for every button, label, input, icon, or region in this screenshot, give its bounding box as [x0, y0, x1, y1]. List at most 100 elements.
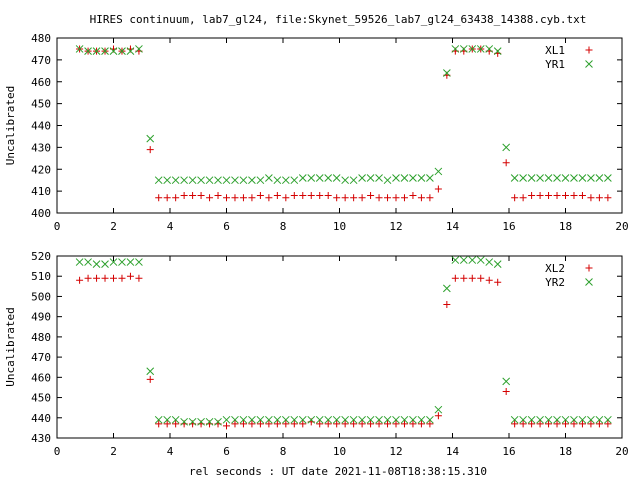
data-point-yr2: [434, 405, 443, 414]
data-point-xl1: [562, 192, 569, 199]
data-point-yr2: [180, 417, 188, 426]
data-point-xl1: [367, 192, 375, 199]
legend-label-yr2: YR2: [545, 276, 565, 289]
data-point-yr1: [84, 47, 92, 55]
data-point-yr2: [383, 415, 392, 424]
data-point-xl2: [333, 420, 341, 428]
data-point-xl1: [519, 194, 527, 202]
y-tick-label: 430: [31, 141, 51, 154]
data-point-yr2: [341, 415, 350, 424]
y-tick-label: 490: [31, 311, 51, 324]
data-point-yr2: [214, 417, 222, 426]
data-point-yr1: [451, 45, 460, 53]
x-tick-label: 18: [559, 220, 572, 233]
data-point-xl1: [434, 185, 442, 193]
data-point-yr1: [510, 174, 519, 182]
data-point-xl1: [299, 192, 307, 199]
legend-marker-xl2: [585, 264, 593, 272]
data-point-yr1: [349, 176, 358, 185]
data-point-xl2: [511, 420, 519, 428]
y-tick-label: 430: [31, 432, 51, 445]
data-point-yr1: [180, 176, 188, 185]
data-point-xl1: [375, 194, 383, 202]
data-point-yr1: [502, 143, 511, 152]
data-point-yr1: [231, 176, 239, 185]
data-point-yr1: [256, 176, 265, 185]
data-point-xl1: [570, 192, 578, 199]
data-point-yr2: [349, 415, 358, 424]
data-point-xl2: [400, 420, 408, 428]
x-tick-label: 0: [54, 220, 61, 233]
data-point-yr1: [341, 176, 350, 185]
data-point-yr2: [358, 415, 366, 424]
data-point-yr2: [561, 415, 570, 424]
data-point-yr2: [273, 415, 282, 424]
data-point-yr1: [126, 47, 135, 55]
x-tick-label: 10: [333, 445, 346, 458]
data-point-xl1: [256, 192, 264, 199]
x-tick-label: 4: [167, 220, 174, 233]
data-point-yr2: [392, 415, 400, 424]
plot-frame: [56, 37, 623, 214]
y-tick-label: 450: [31, 98, 51, 111]
data-point-yr2: [256, 415, 265, 424]
data-point-xl2: [135, 274, 143, 282]
data-point-yr2: [527, 415, 536, 424]
data-point-yr2: [510, 415, 519, 424]
data-point-yr2: [442, 284, 451, 293]
data-point-yr1: [92, 47, 101, 55]
data-point-xl1: [316, 192, 324, 199]
data-point-yr2: [570, 415, 578, 424]
data-point-yr1: [222, 176, 231, 185]
data-point-xl2: [163, 420, 171, 428]
x-tick-label: 14: [446, 220, 460, 233]
data-point-xl2: [146, 375, 154, 383]
data-point-xl2: [494, 278, 502, 286]
y-tick-label: 510: [31, 270, 51, 283]
legend-label-xl2: XL2: [545, 262, 565, 275]
data-point-yr1: [154, 176, 163, 185]
data-point-xl2: [341, 420, 349, 428]
data-point-yr2: [101, 260, 109, 268]
data-point-xl1: [290, 192, 298, 199]
data-point-xl2: [248, 420, 256, 428]
data-point-yr1: [561, 174, 570, 182]
data-point-xl1: [384, 194, 392, 202]
y-tick-label: 450: [31, 392, 51, 405]
data-point-xl1: [333, 194, 341, 202]
data-point-xl2: [282, 420, 290, 428]
data-point-yr1: [332, 174, 341, 182]
data-point-xl1: [587, 194, 595, 202]
data-point-yr1: [298, 174, 307, 182]
x-tick-label: 16: [502, 445, 515, 458]
data-point-xl2: [451, 274, 459, 282]
x-tick-label: 20: [615, 220, 628, 233]
y-tick-label: 440: [31, 412, 51, 425]
x-tick-label: 10: [333, 220, 346, 233]
data-point-yr2: [75, 258, 84, 266]
data-point-yr2: [248, 415, 256, 424]
legend-label-xl1: XL1: [545, 44, 565, 57]
data-point-yr2: [281, 415, 290, 424]
y-tick-label: 480: [31, 32, 51, 45]
data-point-yr1: [375, 174, 383, 182]
data-point-xl1: [206, 194, 214, 202]
data-point-yr2: [332, 415, 341, 424]
data-point-yr2: [118, 258, 126, 266]
data-point-yr1: [604, 174, 612, 182]
data-point-yr2: [553, 415, 561, 424]
data-point-xl2: [265, 420, 273, 428]
data-point-xl2: [350, 420, 358, 428]
data-point-xl2: [118, 274, 126, 282]
y-tick-label: 520: [31, 250, 51, 263]
data-point-xl2: [485, 276, 493, 284]
data-point-yr1: [146, 134, 155, 143]
data-point-yr1: [307, 174, 316, 182]
data-point-yr2: [315, 415, 324, 424]
legend-marker-yr1: [585, 60, 593, 68]
y-tick-label: 480: [31, 331, 51, 344]
data-point-yr2: [578, 415, 587, 424]
data-point-xl2: [316, 420, 324, 428]
data-point-xl1: [417, 194, 425, 202]
